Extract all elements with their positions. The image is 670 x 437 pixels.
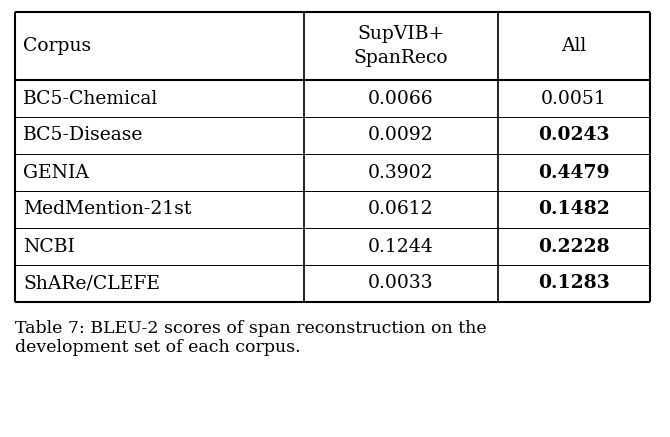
Text: Corpus: Corpus (23, 37, 91, 55)
Text: 0.2228: 0.2228 (538, 237, 610, 256)
Text: 0.0092: 0.0092 (368, 126, 433, 145)
Text: MedMention-21st: MedMention-21st (23, 201, 192, 218)
Text: BC5-Chemical: BC5-Chemical (23, 90, 158, 108)
Text: All: All (561, 37, 586, 55)
Text: 0.3902: 0.3902 (368, 163, 433, 181)
Text: development set of each corpus.: development set of each corpus. (15, 340, 301, 357)
Text: Table 7: BLEU-2 scores of span reconstruction on the: Table 7: BLEU-2 scores of span reconstru… (15, 320, 486, 337)
Text: 0.1283: 0.1283 (538, 274, 610, 292)
Text: ShARe/CLEFE: ShARe/CLEFE (23, 274, 160, 292)
Text: 0.0051: 0.0051 (541, 90, 606, 108)
Text: SupVIB+
SpanReco: SupVIB+ SpanReco (354, 25, 448, 67)
Text: 0.0243: 0.0243 (538, 126, 610, 145)
Text: NCBI: NCBI (23, 237, 75, 256)
Text: 0.0066: 0.0066 (368, 90, 433, 108)
Text: 0.0033: 0.0033 (368, 274, 433, 292)
Text: BC5-Disease: BC5-Disease (23, 126, 143, 145)
Text: GENIA: GENIA (23, 163, 89, 181)
Text: 0.4479: 0.4479 (538, 163, 610, 181)
Text: 0.1482: 0.1482 (538, 201, 610, 218)
Text: 0.0612: 0.0612 (368, 201, 433, 218)
Text: 0.1244: 0.1244 (368, 237, 433, 256)
